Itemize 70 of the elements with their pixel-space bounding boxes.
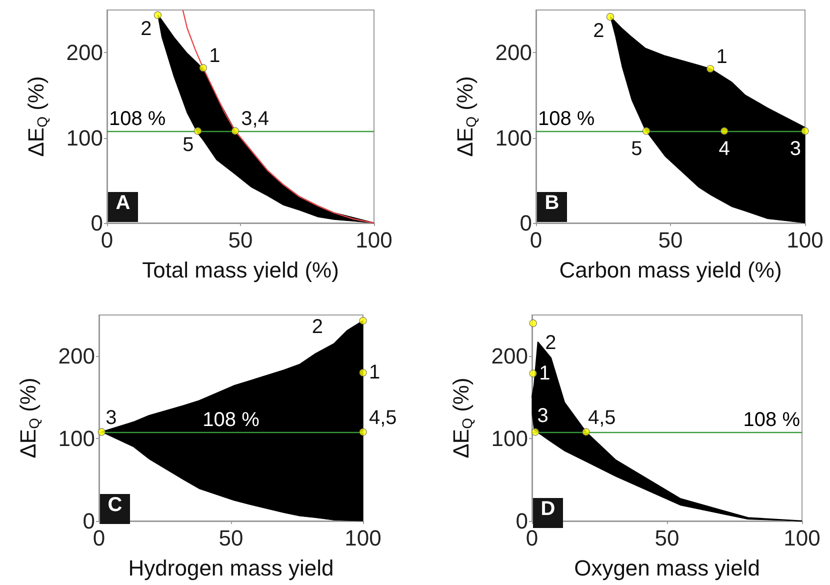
y-axis-title: ΔEQ (%) (448, 378, 475, 458)
annotation: D (540, 498, 556, 520)
x-axis-title: Hydrogen mass yield (128, 556, 334, 580)
y-tick-label: 100 (58, 426, 95, 452)
annotation: 5 (182, 134, 194, 156)
x-axis-title: Oxygen mass yield (574, 556, 760, 580)
x-tick-label: 50 (654, 526, 680, 550)
x-axis-title: Total mass yield (%) (142, 258, 339, 282)
point (706, 64, 714, 73)
x-tick-label: 100 (344, 526, 382, 550)
annotation: 3 (537, 405, 548, 428)
annotation: 2 (593, 20, 604, 42)
y-tick-label: 200 (66, 40, 103, 66)
point (529, 319, 537, 328)
point (606, 13, 614, 21)
point (359, 368, 367, 376)
y-tick-label: 100 (66, 125, 103, 150)
annotation: 2 (140, 18, 152, 40)
annotation: 5 (631, 138, 642, 160)
point (359, 316, 367, 325)
point (199, 64, 207, 72)
point (194, 127, 202, 135)
point (531, 428, 540, 436)
point (98, 428, 106, 436)
annotation: 1 (369, 362, 380, 384)
annotation: B (537, 192, 567, 222)
annotation: 1 (539, 362, 550, 385)
x-tick-label: 100 (786, 228, 824, 252)
point (582, 428, 590, 436)
y-tick-label: 200 (495, 40, 532, 66)
ref-line-label: 108 % (743, 409, 800, 432)
annotation: 1 (209, 44, 220, 67)
ref-line-label: 108 % (109, 108, 166, 130)
annotation: 1 (716, 46, 728, 68)
annotation: 2 (545, 332, 556, 354)
x-axis-title: Carbon mass yield (%) (559, 258, 782, 282)
y-tick-label: 100 (491, 426, 528, 452)
ref-line-label: 108 % (202, 409, 260, 432)
annotation: 3,4 (241, 108, 269, 130)
annotation: 3 (790, 138, 801, 160)
y-tick-label: 200 (58, 344, 95, 369)
y-tick-label: 0 (82, 508, 95, 534)
ref-line-label: 108 % (538, 108, 595, 130)
y-tick-label: 200 (491, 344, 528, 369)
annotation: 2 (312, 316, 323, 338)
y-axis-title: ΔEQ (%) (452, 76, 479, 157)
point (720, 127, 728, 135)
y-tick-label: 0 (516, 508, 528, 534)
point (359, 428, 367, 436)
y-axis-title: ΔEQ (%) (24, 76, 50, 157)
annotation: A (108, 192, 138, 222)
point (529, 370, 537, 378)
x-tick-label: 100 (784, 526, 820, 550)
annotation: 4,5 (588, 407, 616, 430)
x-tick-label: 100 (356, 228, 392, 252)
y-axis-title: ΔEQ (%) (16, 378, 42, 458)
x-tick-label: 50 (218, 526, 244, 550)
y-tick-label: 0 (90, 210, 103, 236)
x-tick-label: 50 (658, 228, 683, 252)
point (154, 11, 162, 19)
annotation: C (100, 494, 130, 524)
x-tick-label: 50 (228, 228, 253, 252)
point (642, 127, 650, 135)
point (231, 127, 239, 135)
annotation: 4 (718, 138, 730, 160)
annotation: 3 (106, 407, 117, 430)
y-tick-label: 100 (495, 125, 532, 150)
y-tick-label: 0 (520, 210, 532, 236)
point (801, 127, 809, 135)
annotation: 4,5 (369, 407, 397, 430)
